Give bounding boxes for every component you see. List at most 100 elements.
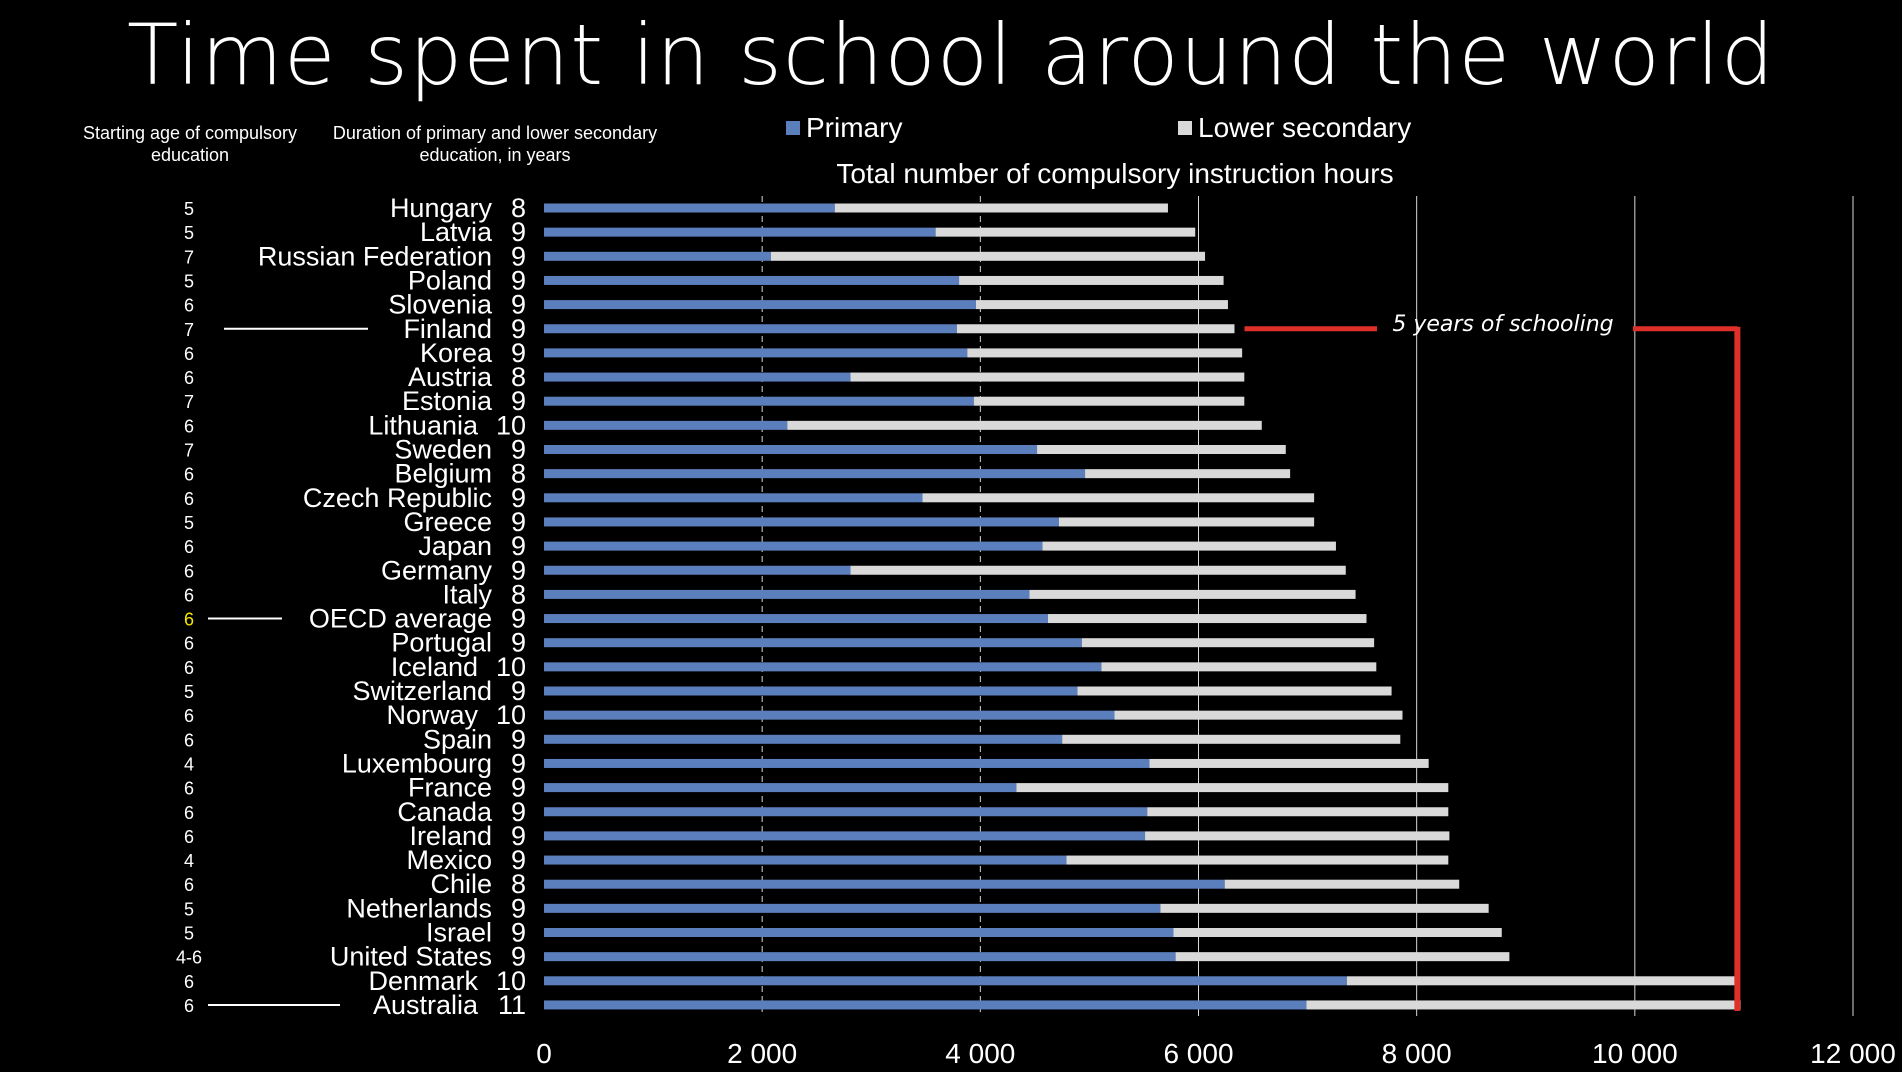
duration-label: 10 [496, 966, 526, 996]
starting-age-label: 6 [184, 296, 194, 316]
country-label: Russian Federation [258, 241, 492, 271]
starting-age-label: 6 [184, 972, 194, 992]
bar-lower-secondary [1173, 928, 1502, 937]
starting-age-label: 4-6 [176, 948, 202, 968]
bar-lower-secondary [1016, 783, 1449, 793]
duration-label: 10 [496, 410, 526, 440]
starting-age-label: 7 [184, 441, 194, 461]
country-label: Mexico [406, 845, 492, 875]
bar-lower-secondary [770, 251, 1206, 261]
starting-age-label: 6 [184, 368, 194, 388]
bar-primary [544, 976, 1347, 986]
country-label: Denmark [368, 966, 478, 996]
duration-label: 9 [511, 918, 526, 948]
bar-primary [544, 855, 1067, 865]
x-tick-label: 6 000 [1163, 1038, 1233, 1069]
country-label: Poland [408, 265, 492, 295]
duration-label: 9 [511, 555, 526, 585]
country-label: Sweden [394, 435, 492, 465]
legend-label-primary: Primary [806, 112, 903, 143]
x-tick-label: 12 000 [1810, 1038, 1896, 1069]
bar-primary [544, 275, 960, 285]
starting-age-label: 6 [184, 537, 194, 557]
duration-label: 9 [511, 265, 526, 295]
country-label: Greece [403, 507, 492, 537]
bar-primary [544, 541, 1043, 551]
country-label: Estonia [402, 386, 493, 416]
bar-primary [544, 807, 1148, 817]
country-label: Ireland [409, 821, 492, 851]
five-years-annotation: 5 years of schooling [1392, 312, 1614, 337]
duration-label: 9 [511, 628, 526, 658]
page-title: Time spent in school around the world [126, 6, 1776, 104]
country-label: Finland [403, 314, 492, 344]
duration-label: 8 [511, 362, 526, 392]
country-label: Czech Republic [303, 483, 492, 513]
x-tick-label: 0 [536, 1038, 552, 1069]
duration-label: 9 [511, 507, 526, 537]
bar-primary [544, 396, 974, 406]
country-label: OECD average [309, 604, 492, 634]
duration-label: 8 [511, 579, 526, 609]
starting-age-label: 5 [184, 271, 194, 291]
country-label: Switzerland [352, 676, 492, 706]
bar-lower-secondary [1085, 469, 1291, 479]
duration-label: 9 [511, 531, 526, 561]
starting-age-label: 7 [184, 247, 194, 267]
bar-primary [544, 589, 1030, 599]
starting-age-label: 4 [184, 754, 194, 774]
bar-primary [544, 420, 788, 430]
country-label: Netherlands [346, 893, 492, 923]
duration-label: 9 [511, 604, 526, 634]
bar-lower-secondary [1114, 710, 1403, 720]
country-label: Iceland [391, 652, 478, 682]
starting-age-label: 5 [184, 199, 194, 219]
bar-primary [544, 662, 1102, 672]
country-label: Italy [442, 579, 492, 609]
duration-label: 9 [511, 724, 526, 754]
starting-age-label: 6 [184, 730, 194, 750]
duration-label: 8 [511, 193, 526, 223]
bar-lower-secondary [1066, 855, 1449, 865]
starting-age-label: 7 [184, 320, 194, 340]
bar-lower-secondary [1042, 541, 1336, 551]
legend-swatch-lower-secondary [1178, 120, 1192, 135]
legend-label-lower-secondary: Lower secondary [1198, 112, 1412, 143]
starting-age-label: 5 [184, 924, 194, 944]
country-label: Slovenia [388, 290, 493, 320]
duration-label: 8 [511, 459, 526, 489]
bar-lower-secondary [973, 396, 1245, 406]
legend-lower-secondary: Lower secondary [1178, 112, 1411, 144]
bar-primary [544, 952, 1176, 962]
x-tick-label: 10 000 [1592, 1038, 1678, 1069]
starting-age-label: 6 [184, 489, 194, 509]
bar-primary [544, 638, 1082, 648]
country-label: Luxembourg [342, 748, 492, 778]
x-tick-label: 8 000 [1382, 1038, 1452, 1069]
starting-age-label: 6 [184, 658, 194, 678]
duration-header: Duration of primary and lower secondary … [332, 123, 658, 165]
starting-age-label: 6 [184, 996, 194, 1016]
bar-lower-secondary [1037, 445, 1286, 454]
bar-primary [544, 324, 957, 334]
bar-lower-secondary [850, 565, 1346, 575]
duration-label: 8 [511, 869, 526, 899]
starting-age-label: 6 [184, 803, 194, 823]
bar-primary [544, 1000, 1307, 1010]
bar-lower-secondary [1077, 686, 1392, 696]
bar-primary [544, 445, 1038, 454]
country-label: Norway [386, 700, 478, 730]
bar-lower-secondary [1160, 903, 1489, 913]
country-label: Hungary [390, 193, 493, 223]
starting-age-label: 6 [184, 875, 194, 895]
bar-lower-secondary [967, 348, 1243, 358]
country-label: Australia [373, 990, 479, 1020]
duration-label: 11 [498, 990, 526, 1020]
bar-primary [544, 227, 936, 237]
bar-primary [544, 903, 1161, 913]
duration-label: 10 [496, 700, 526, 730]
bar-lower-secondary [1149, 758, 1429, 768]
country-label: Canada [397, 797, 493, 827]
x-tick-label: 4 000 [945, 1038, 1015, 1069]
country-label: Latvia [420, 217, 493, 247]
